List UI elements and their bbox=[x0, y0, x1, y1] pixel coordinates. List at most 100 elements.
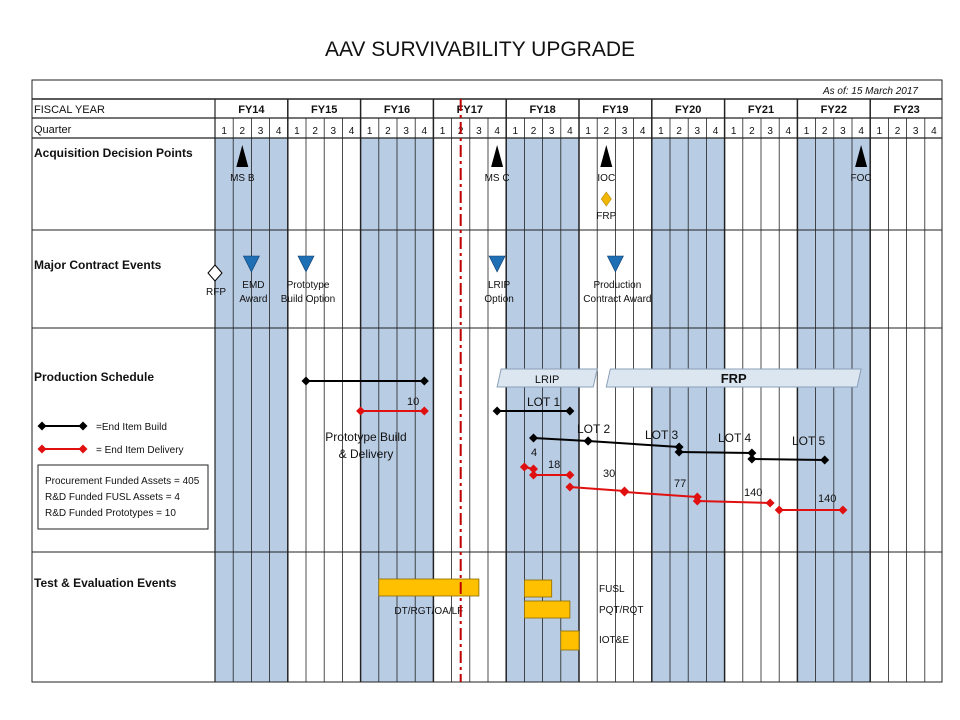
fiscal-year-fy14: FY14 bbox=[238, 104, 265, 116]
milestone-label: IOC bbox=[597, 173, 615, 184]
quarter-number: 3 bbox=[549, 126, 555, 137]
quarter-number: 2 bbox=[312, 126, 318, 137]
build-lot-label: LOT 4 bbox=[718, 431, 751, 445]
quarter-number: 4 bbox=[349, 126, 355, 137]
delivery-start-diamond-icon bbox=[529, 470, 538, 480]
milestone-label: FRP bbox=[596, 211, 616, 222]
legend-build-diamond-icon bbox=[37, 421, 47, 431]
event-triangle-down-icon bbox=[297, 255, 315, 273]
delivery-start-diamond-icon bbox=[565, 482, 575, 492]
delivery-quantity-label: 10 bbox=[407, 396, 419, 408]
prototype-build-label: Prototype Build bbox=[325, 430, 406, 444]
event-triangle-down-icon bbox=[606, 255, 624, 273]
fiscal-year-header: As of: 15 March 2017 FISCAL YEAR Quarter FY… bbox=[34, 86, 937, 137]
build-end-diamond-icon bbox=[565, 406, 575, 416]
quarter-number: 3 bbox=[695, 126, 701, 137]
delivery-end-diamond-icon bbox=[419, 406, 429, 416]
quarter-number: 2 bbox=[531, 126, 537, 137]
delivery-quantity-label: 140 bbox=[744, 487, 762, 499]
fiscal-year-fy23: FY23 bbox=[893, 104, 919, 116]
as-of-date: As of: 15 March 2017 bbox=[822, 86, 918, 97]
quarter-heading: Quarter bbox=[34, 124, 72, 136]
delivery-start-diamond-icon bbox=[692, 496, 702, 506]
fiscal-year-fy16: FY16 bbox=[384, 104, 410, 116]
quarter-number: 1 bbox=[585, 126, 591, 137]
quarter-number: 3 bbox=[913, 126, 919, 137]
delivery-quantity-label: 18 bbox=[548, 459, 560, 471]
legend-delivery-label: = End Item Delivery bbox=[96, 445, 184, 456]
build-lot-label: LOT 5 bbox=[792, 434, 825, 448]
delivery-end-diamond-icon bbox=[838, 505, 848, 515]
fiscal-year-fy21: FY21 bbox=[748, 104, 774, 116]
row-labels: Acquisition Decision Points Major Contrac… bbox=[34, 146, 193, 590]
milestone-triangle-icon bbox=[600, 145, 613, 167]
quarter-number: 4 bbox=[786, 126, 792, 137]
delivery-quantity-label: 30 bbox=[603, 468, 615, 480]
test-event-bar bbox=[378, 578, 480, 597]
quarter-number: 3 bbox=[258, 126, 264, 137]
legend-build-diamond-icon bbox=[78, 421, 88, 431]
quarter-number: 1 bbox=[440, 126, 446, 137]
test-event-label: IOT&E bbox=[599, 635, 629, 646]
quarter-number: 1 bbox=[731, 126, 737, 137]
fiscal-year-fy20: FY20 bbox=[675, 104, 701, 116]
quarter-number: 1 bbox=[513, 126, 519, 137]
major-contract-events: RFP EMD Award Prototype Build Option LRIP Opti… bbox=[206, 255, 651, 305]
quarter-number: 3 bbox=[403, 126, 409, 137]
delivery-line bbox=[624, 491, 698, 498]
delivery-end-diamond-icon bbox=[565, 470, 575, 480]
milestone-triangle-icon bbox=[236, 145, 249, 167]
quarter-number: 1 bbox=[221, 126, 227, 137]
build-end-diamond-icon bbox=[419, 376, 429, 386]
quarter-number: 2 bbox=[676, 126, 682, 137]
quarter-number: 2 bbox=[604, 126, 610, 137]
legend-delivery-diamond-icon bbox=[78, 444, 88, 454]
quarter-number: 1 bbox=[294, 126, 300, 137]
quarter-number: 2 bbox=[385, 126, 391, 137]
build-start-diamond-icon bbox=[529, 433, 538, 443]
acquisition-decision-points: MS B MS C IOC FRP FOC bbox=[230, 145, 872, 222]
quarter-number: 3 bbox=[331, 126, 337, 137]
delivery-end-diamond-icon bbox=[765, 498, 775, 508]
milestone-triangle-icon bbox=[855, 145, 868, 167]
quarter-number: 4 bbox=[713, 126, 719, 137]
funded-assets-line: R&D Funded Prototypes = 10 bbox=[45, 508, 176, 519]
quarter-number: 4 bbox=[494, 126, 500, 137]
build-line bbox=[533, 437, 589, 442]
delivery-line bbox=[569, 486, 625, 492]
production-schedule: LRIP FRP LOT 1 LOT 2 LOT 3 LOT 4 LOT 5 10 4 18 30 7… bbox=[37, 368, 862, 530]
test-event-bar bbox=[524, 579, 553, 598]
row-label-acq: Acquisition Decision Points bbox=[34, 146, 193, 160]
quarter-number: 1 bbox=[804, 126, 810, 137]
table-frame bbox=[31, 79, 943, 683]
event-label: RFP bbox=[206, 287, 226, 298]
delivery-quantity-label: 140 bbox=[818, 493, 836, 505]
build-start-diamond-icon bbox=[492, 406, 502, 416]
build-start-diamond-icon bbox=[583, 436, 593, 446]
event-diamond-icon bbox=[207, 264, 223, 282]
quarter-number: 4 bbox=[276, 126, 282, 137]
event-label: Build Option bbox=[281, 294, 335, 305]
build-lot-label: LOT 3 bbox=[645, 428, 678, 442]
quarter-number: 1 bbox=[367, 126, 373, 137]
fiscal-year-heading: FISCAL YEAR bbox=[34, 104, 105, 116]
test-event-label: FUSL bbox=[599, 584, 625, 595]
quarter-number: 2 bbox=[240, 126, 246, 137]
milestone-label: MS B bbox=[230, 173, 255, 184]
page-title: AAV SURVIVABILITY UPGRADE bbox=[324, 38, 636, 61]
quarter-number: 2 bbox=[822, 126, 828, 137]
test-event-bar bbox=[560, 630, 580, 651]
phase-bar-lrip bbox=[496, 368, 598, 388]
event-label: Production bbox=[593, 280, 641, 291]
row-label-te: Test & Evaluation Events bbox=[34, 576, 177, 590]
row-label-contract: Major Contract Events bbox=[34, 258, 162, 272]
legend-delivery-diamond-icon bbox=[37, 444, 47, 454]
quarter-number: 2 bbox=[895, 126, 901, 137]
build-line bbox=[588, 440, 680, 448]
delivery-quantity-label: 4 bbox=[531, 447, 537, 459]
delivery-start-diamond-icon bbox=[620, 487, 629, 497]
legend-build-label: =End Item Build bbox=[96, 422, 167, 433]
milestone-label: FOC bbox=[851, 173, 872, 184]
delivery-end-diamond-icon bbox=[529, 464, 538, 474]
